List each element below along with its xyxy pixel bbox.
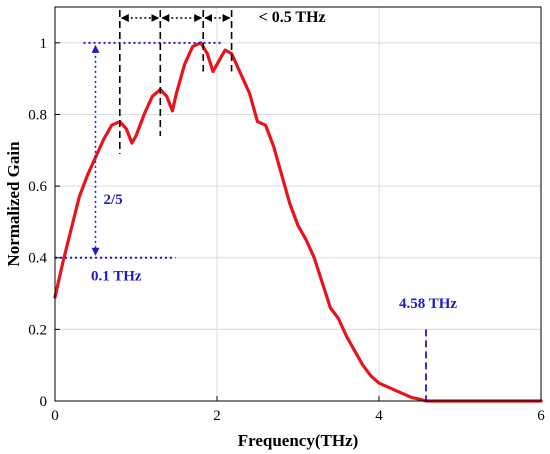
- y-tick-label: 1: [40, 36, 48, 52]
- ratio-label: 2/5: [104, 192, 123, 208]
- x-tick-label: 4: [375, 408, 383, 424]
- cutoff-label: 4.58 THz: [399, 296, 457, 312]
- x-tick-label: 0: [51, 408, 59, 424]
- y-tick-label: 0.6: [28, 179, 47, 195]
- y-tick-label: 0.2: [28, 322, 47, 338]
- x-axis-label: Frequency(THz): [238, 431, 359, 450]
- x-tick-label: 2: [213, 408, 221, 424]
- y-ticks: 0 0.2 0.4 0.6 0.8 1: [28, 36, 60, 410]
- annotation-layer: [55, 10, 427, 401]
- series-layer: [53, 41, 543, 403]
- y-tick-label: 0.4: [28, 251, 47, 267]
- grid: [55, 7, 541, 401]
- y-tick-label: 0: [40, 394, 48, 410]
- gain-curve-line: [53, 41, 543, 403]
- step-label: 0.1 THz: [91, 269, 142, 285]
- x-tick-label: 6: [537, 408, 545, 424]
- x-ticks: 0 2 4 6: [51, 396, 545, 424]
- plot-frame: [54, 6, 542, 402]
- spacing-label: < 0.5 THz: [259, 9, 326, 26]
- y-axis-label: Normalized Gain: [4, 141, 23, 267]
- y-tick-label: 0.8: [28, 107, 47, 123]
